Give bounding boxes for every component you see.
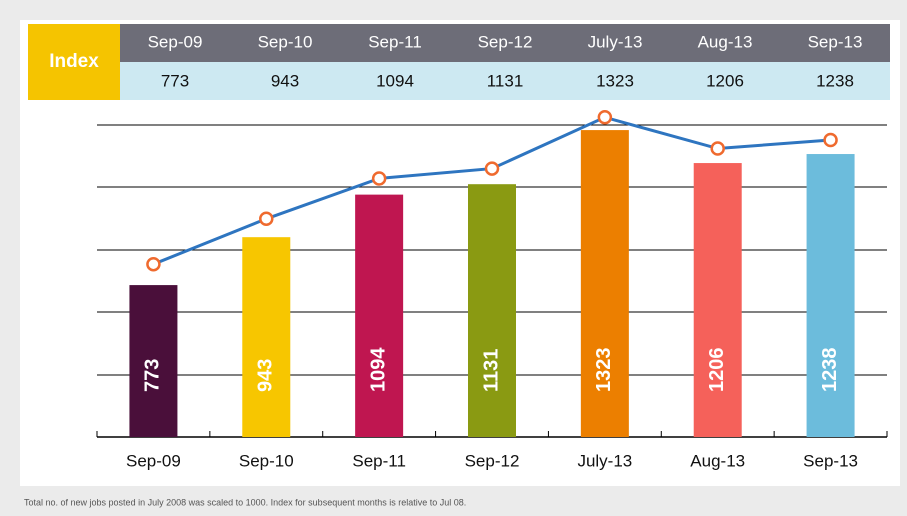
header-value: 1238 [816,71,854,90]
bar [580,130,629,437]
header-row [120,24,890,62]
line-marker [146,256,161,272]
x-tick-label: July-13 [577,451,632,470]
header-value: 1206 [706,71,744,90]
header-category: Aug-13 [698,32,753,51]
x-tick-label: Sep-10 [239,451,294,470]
bar-label: 1206 [706,348,728,393]
x-tick-label: Sep-12 [465,451,520,470]
header-value: 1131 [487,71,524,90]
header-value: 1323 [596,71,634,90]
bar [693,163,742,437]
header-category: Sep-11 [368,32,422,51]
header-value: 943 [271,71,299,90]
bar [129,285,178,437]
line-marker [371,171,387,186]
header-category: Sep-12 [478,32,533,51]
header-value: 773 [161,71,189,90]
line-marker [823,132,838,148]
x-tick-label: Sep-11 [352,451,406,470]
line-marker [710,141,725,156]
bar-label: 943 [255,359,277,392]
line-marker [259,211,274,227]
footnote: Total no. of new jobs posted in July 200… [24,497,466,507]
header-category: July-13 [588,32,643,51]
bar [468,184,516,437]
x-tick-label: Sep-09 [126,451,181,470]
x-tick-label: Sep-13 [803,451,858,470]
index-box [28,24,120,100]
value-row [120,62,890,100]
header-category: Sep-10 [258,32,313,51]
bar-label: 1238 [819,348,841,393]
bar [242,237,291,437]
header-category: Sep-13 [808,32,863,51]
line-marker [597,110,613,125]
index-label: Index [49,51,99,72]
bar-label: 1131 [480,349,502,392]
bar-label: 1094 [367,347,389,392]
bar-label: 773 [142,359,164,392]
line-marker [484,161,500,176]
bar-label: 1323 [593,348,615,393]
bar [806,154,855,437]
bar [355,194,404,437]
header-value: 1094 [376,71,414,90]
x-tick-label: Aug-13 [690,451,745,470]
header-category: Sep-09 [148,32,203,51]
